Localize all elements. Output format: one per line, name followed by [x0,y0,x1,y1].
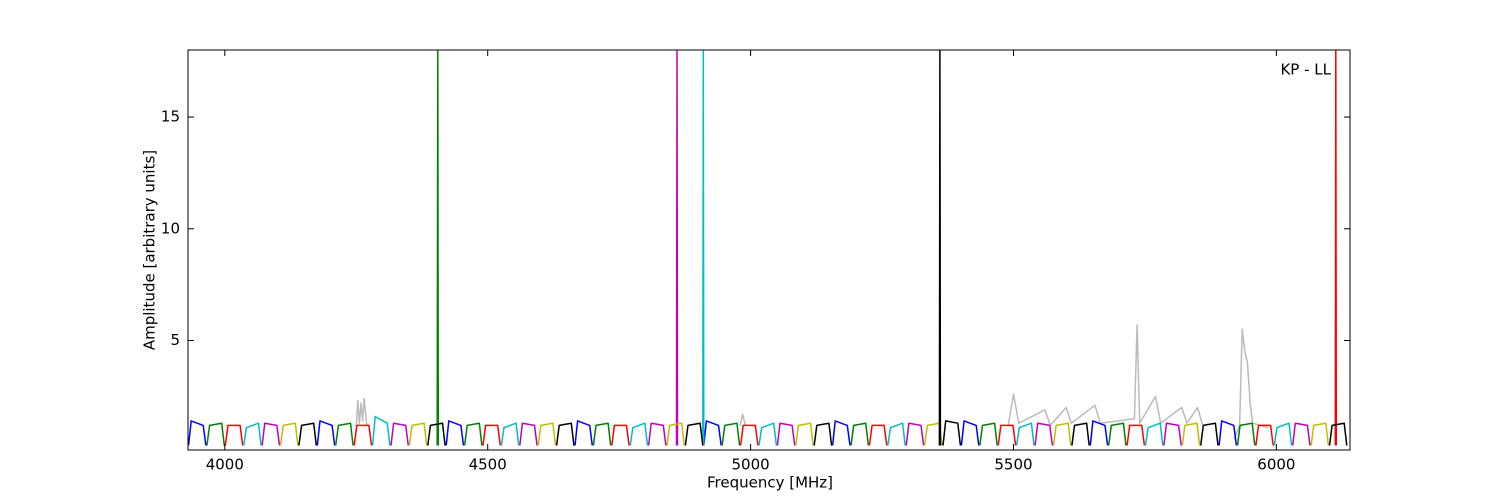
y-axis-label: Amplitude [arbitrary units] [141,150,159,350]
y-tick-label: 5 [170,331,180,349]
spectrum-line [206,50,1256,446]
spectrum-line [279,422,1330,446]
x-tick-label: 4000 [206,456,244,474]
x-tick-label: 5000 [732,456,770,474]
y-tick-label: 10 [161,219,180,237]
x-tick-label: 4500 [469,456,507,474]
spectrum-line [261,50,1311,446]
plot-area [188,50,1348,446]
spectrum-line [224,50,1338,446]
x-tick-label: 6000 [1257,456,1295,474]
annotation: KP - LL [1280,61,1331,79]
x-tick-label: 5500 [994,456,1032,474]
spectrum-line [242,50,1293,446]
spectrum-line [188,420,1238,446]
y-tick-label: 15 [161,108,180,126]
spectrum-line [298,50,1348,446]
x-axis-label: Frequency [MHz] [707,474,833,492]
spectrum-line [355,324,1269,440]
plot-frame [187,49,1351,451]
